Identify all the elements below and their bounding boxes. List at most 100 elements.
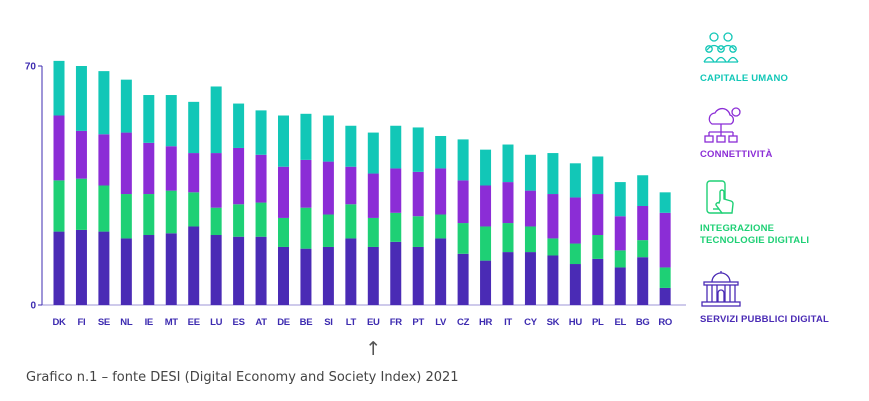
bar-segment-connettivita	[322, 161, 334, 215]
bar-segment-servizi	[255, 236, 267, 305]
x-tick-label: FR	[390, 317, 403, 328]
bars-group	[53, 60, 671, 305]
chart-caption: Grafico n.1 – fonte DESI (Digital Econom…	[26, 370, 459, 385]
x-tick-label: PL	[592, 317, 604, 328]
bar-segment-servizi	[98, 231, 110, 305]
bar-segment-capitale_umano	[255, 110, 267, 155]
bar-segment-integrazione	[457, 223, 469, 254]
bar-segment-servizi	[390, 241, 402, 305]
bar-segment-integrazione	[569, 243, 581, 265]
legend-item-servizi: SERVIZI PUBBLICI DIGITAL	[700, 268, 865, 326]
bar-segment-connettivita	[255, 154, 267, 203]
bar-segment-connettivita	[614, 216, 626, 251]
bar-segment-integrazione	[637, 240, 649, 258]
bar-segment-servizi	[53, 231, 65, 305]
bar-segment-connettivita	[300, 159, 312, 208]
bar-segment-capitale_umano	[120, 79, 132, 133]
bar-segment-integrazione	[659, 267, 671, 288]
bar-segment-capitale_umano	[502, 144, 514, 183]
bar-segment-servizi	[502, 252, 514, 305]
legend-label-servizi: SERVIZI PUBBLICI DIGITAL	[700, 314, 830, 325]
bar-segment-capitale_umano	[322, 115, 334, 162]
bar-segment-integrazione	[188, 192, 200, 227]
bar-segment-servizi	[322, 246, 334, 305]
bar-segment-capitale_umano	[75, 66, 87, 131]
eu-highlight-arrow: ↑	[365, 338, 381, 360]
bar-segment-servizi	[435, 238, 447, 305]
people-group-icon	[703, 32, 739, 63]
touch-smartphone-icon	[706, 180, 734, 214]
bar-segment-connettivita	[233, 147, 245, 205]
bar-segment-capitale_umano	[367, 132, 379, 174]
y-tick-label: 0	[30, 301, 36, 312]
x-tick-label: SI	[324, 317, 332, 328]
bar-segment-servizi	[480, 260, 492, 305]
x-tick-label: BE	[300, 317, 313, 328]
x-tick-label: RO	[658, 317, 672, 328]
bar-segment-connettivita	[637, 205, 649, 241]
x-tick-label: MT	[165, 317, 179, 328]
bar-segment-servizi	[637, 257, 649, 305]
bar-segment-capitale_umano	[165, 95, 177, 147]
bar-segment-connettivita	[412, 171, 424, 217]
x-tick-label: SE	[98, 317, 110, 328]
bar-segment-integrazione	[143, 194, 155, 236]
bar-segment-connettivita	[143, 142, 155, 195]
bar-segment-integrazione	[502, 223, 514, 253]
bar-segment-servizi	[547, 255, 559, 305]
bar-segment-connettivita	[659, 212, 671, 268]
bar-segment-capitale_umano	[435, 135, 447, 169]
bar-segment-connettivita	[457, 180, 469, 224]
bar-segment-connettivita	[367, 173, 379, 218]
bar-segment-integrazione	[367, 217, 379, 247]
bar-segment-integrazione	[75, 178, 87, 230]
y-tick-label: 70	[25, 62, 37, 73]
bar-segment-servizi	[457, 253, 469, 305]
x-tick-label: FI	[78, 317, 86, 328]
bar-segment-integrazione	[592, 235, 604, 259]
bar-segment-servizi	[345, 238, 357, 305]
bar-segment-servizi	[659, 287, 671, 305]
legend-item-capitale-umano: CAPITALE UMANO	[700, 28, 865, 85]
bar-segment-connettivita	[210, 153, 222, 208]
bar-segment-capitale_umano	[98, 71, 110, 135]
bar-segment-integrazione	[300, 207, 312, 249]
bar-segment-connettivita	[98, 134, 110, 186]
stacked-bar-chart: 0 70 DK FI SE NL IE MT EE LU ES AT DE BE SI LT EU FR PT LV…	[25, 60, 686, 360]
bar-segment-integrazione	[233, 204, 245, 237]
bar-segment-connettivita	[390, 168, 402, 213]
bar-segment-integrazione	[165, 190, 177, 234]
bar-segment-integrazione	[322, 214, 334, 247]
x-tick-label: EL	[614, 317, 626, 328]
bar-segment-integrazione	[524, 226, 536, 253]
bar-segment-capitale_umano	[53, 60, 65, 116]
x-tick-label: SK	[547, 317, 560, 328]
bar-segment-connettivita	[165, 146, 177, 191]
bar-segment-capitale_umano	[592, 156, 604, 195]
bar-segment-connettivita	[502, 182, 514, 224]
bar-segment-servizi	[412, 246, 424, 305]
bar-segment-integrazione	[614, 250, 626, 268]
bar-segment-connettivita	[75, 130, 87, 179]
x-tick-label: BG	[636, 317, 650, 328]
x-tick-label: HU	[569, 317, 583, 328]
x-tick-label: LU	[210, 317, 223, 328]
bar-segment-servizi	[233, 236, 245, 305]
x-tick-label: NL	[120, 317, 133, 328]
bar-segment-integrazione	[255, 202, 267, 237]
bar-segment-connettivita	[188, 153, 200, 193]
bar-segment-servizi	[524, 252, 536, 305]
bar-segment-connettivita	[278, 166, 289, 218]
bar-segment-connettivita	[592, 194, 604, 236]
bar-segment-connettivita	[524, 190, 536, 227]
bar-segment-servizi	[300, 248, 312, 305]
bar-segment-servizi	[367, 246, 379, 305]
x-tick-label: DE	[277, 317, 290, 328]
bar-segment-integrazione	[345, 204, 357, 239]
bar-segment-capitale_umano	[345, 125, 357, 167]
government-building-icon	[701, 271, 741, 307]
bar-segment-capitale_umano	[524, 154, 536, 191]
bar-segment-integrazione	[547, 238, 559, 256]
bar-segment-servizi	[614, 267, 626, 305]
x-tick-label: PT	[412, 317, 424, 328]
